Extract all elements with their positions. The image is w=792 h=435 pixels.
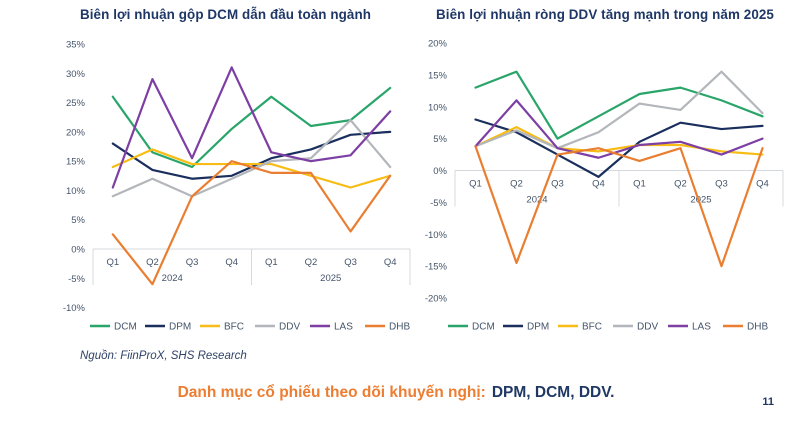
legend-label-DCM: DCM (114, 322, 137, 333)
recommendation-tickers: DPM, DCM, DDV. (491, 384, 615, 401)
y-axis-tick-label: 30% (66, 69, 86, 80)
year-label: 2025 (320, 273, 341, 284)
series-line-DCM (111, 86, 392, 169)
x-axis-label: Q1 (469, 179, 482, 190)
legend-label-DCM: DCM (472, 322, 495, 333)
legend-label-DHB: DHB (389, 322, 410, 333)
y-axis-tick-label: -15% (425, 262, 448, 273)
x-axis-label: Q4 (225, 257, 238, 268)
legend-label-LAS: LAS (334, 322, 353, 333)
recommendation-label: Danh mục cổ phiếu theo dõi khuyến nghị: (177, 384, 486, 401)
y-axis-tick-label: 10% (428, 102, 448, 113)
y-axis-tick-label: 15% (428, 70, 448, 81)
series-line-DHB (111, 160, 392, 286)
x-axis-label: Q1 (106, 257, 119, 268)
x-axis-label: Q1 (633, 179, 646, 190)
y-axis-tick-label: -5% (430, 198, 447, 209)
x-axis-label: Q3 (715, 179, 728, 190)
recommendation-line: Danh mục cổ phiếu theo dõi khuyến nghị: D… (0, 384, 792, 402)
y-axis-tick-label: 5% (433, 134, 447, 145)
y-axis-tick-label: 15% (66, 157, 86, 168)
y-axis-tick-label: 0% (71, 245, 85, 256)
series-line-BFC (111, 148, 392, 189)
right-chart-title: Biên lợi nhuận ròng DDV tăng mạnh trong … (436, 7, 774, 22)
legend-label-BFC: BFC (582, 322, 602, 333)
y-axis-tick-label: 10% (66, 186, 86, 197)
y-axis-tick-label: 5% (71, 215, 85, 226)
series-line-DCM (474, 70, 764, 140)
y-axis-tick-label: -20% (425, 294, 448, 305)
series-line-LAS (474, 99, 764, 159)
y-axis-tick-label: 0% (433, 166, 447, 177)
year-label: 2025 (690, 195, 711, 206)
series-line-DPM (474, 118, 764, 178)
legend-label-DDV: DDV (279, 322, 300, 333)
series-line-LAS (111, 66, 392, 189)
legend-label-DDV: DDV (637, 322, 658, 333)
legend-label-DHB: DHB (747, 322, 768, 333)
x-axis-label: Q2 (674, 179, 687, 190)
y-axis-tick-label: -10% (425, 230, 448, 241)
y-axis-tick-label: -5% (68, 274, 85, 285)
legend-label-DPM: DPM (527, 322, 549, 333)
x-axis-label: Q3 (551, 179, 564, 190)
year-label: 2024 (526, 195, 547, 206)
series-line-DDV (474, 70, 764, 150)
x-axis-label: Q4 (756, 179, 769, 190)
x-axis-label: Q4 (384, 257, 397, 268)
legend-label-BFC: BFC (224, 322, 244, 333)
y-axis-tick-label: 20% (66, 127, 86, 138)
x-axis-label: Q3 (344, 257, 357, 268)
y-axis-tick-label: -10% (63, 303, 86, 314)
series-line-DHB (474, 145, 764, 268)
source-note: Nguồn: FiinProX, SHS Research (80, 350, 247, 362)
y-axis-tick-label: 25% (66, 98, 86, 109)
x-axis-label: Q3 (186, 257, 199, 268)
legend-label-DPM: DPM (169, 322, 191, 333)
series-line-BFC (474, 126, 764, 156)
left-chart-title: Biên lợi nhuận gộp DCM dẫn đầu toàn ngàn… (79, 7, 372, 22)
series-line-DDV (111, 119, 392, 198)
legend-label-LAS: LAS (692, 322, 711, 333)
x-axis-label: Q4 (592, 179, 605, 190)
y-axis-tick-label: 20% (428, 39, 448, 50)
x-axis-label: Q2 (305, 257, 318, 268)
y-axis-tick-label: 35% (66, 40, 86, 51)
x-axis-label: Q2 (510, 179, 523, 190)
x-axis-label: Q1 (265, 257, 278, 268)
page-number: 11 (762, 396, 774, 408)
x-axis-label: Q2 (146, 257, 159, 268)
year-label: 2024 (162, 273, 183, 284)
